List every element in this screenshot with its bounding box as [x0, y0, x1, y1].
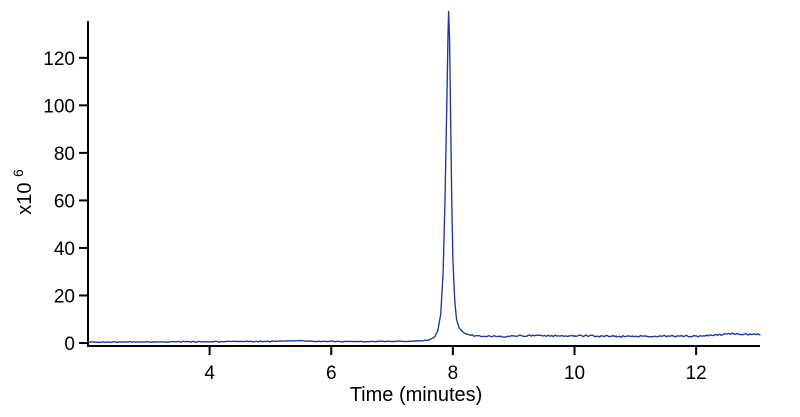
x-tick-label: 4: [204, 363, 215, 384]
y-tick-label: 0: [64, 334, 75, 355]
axes: [87, 21, 760, 347]
y-tick-label: 60: [54, 191, 75, 212]
tick-labels: 0 20 40 60 80 100 120 4 6 8 10 12: [43, 49, 706, 384]
y-axis-multiplier-label: x10 6: [10, 169, 36, 215]
x-tick-label: 12: [686, 363, 707, 384]
x-tick-label: 10: [564, 363, 585, 384]
x-axis-label: Time (minutes): [350, 384, 483, 406]
y-tick-label: 20: [54, 286, 75, 307]
tick-marks: [79, 56, 698, 355]
y-tick-label: 80: [54, 144, 75, 165]
y-tick-label: 100: [43, 96, 75, 117]
chromatogram-trace: [87, 10, 761, 344]
y-multiplier-exponent: 6: [10, 169, 26, 177]
y-tick-label: 120: [43, 49, 75, 70]
y-multiplier-base: x10: [14, 183, 36, 215]
y-tick-label: 40: [54, 239, 75, 260]
x-tick-label: 6: [326, 363, 337, 384]
x-tick-label: 8: [448, 363, 459, 384]
